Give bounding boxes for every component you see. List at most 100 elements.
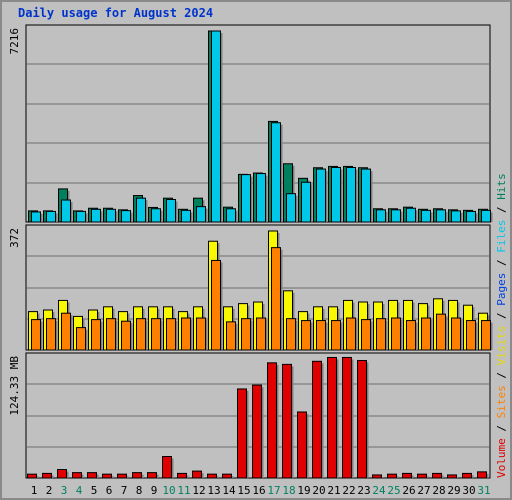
bar-files-day-13 xyxy=(211,30,221,223)
bar-volume-day-22 xyxy=(342,356,352,479)
x-tick-label-day-17: 17 xyxy=(267,484,280,497)
x-tick-label-day-14: 14 xyxy=(222,484,236,497)
x-tick-label-day-18: 18 xyxy=(282,484,295,497)
x-tick-label-day-25: 25 xyxy=(387,484,400,497)
bar-volume-day-31 xyxy=(477,471,487,479)
bar-volume-day-30 xyxy=(462,472,472,479)
legend-item-sites: Sites xyxy=(495,385,508,418)
bar-sites-day-10 xyxy=(166,318,176,351)
bar-volume-day-1 xyxy=(27,473,37,479)
x-tick-label-day-22: 22 xyxy=(342,484,355,497)
x-tick-label-day-30: 30 xyxy=(462,484,475,497)
x-tick-label-day-6: 6 xyxy=(106,484,113,497)
bar-sites-day-5 xyxy=(91,319,101,351)
bar-volume-day-17 xyxy=(267,362,277,479)
bar-volume-day-20 xyxy=(312,360,322,479)
bar-sites-day-13 xyxy=(211,259,221,351)
bar-files-day-14 xyxy=(226,208,236,223)
bar-files-day-24 xyxy=(376,209,386,223)
legend-item-files: Files xyxy=(495,220,508,253)
bar-files-day-5 xyxy=(91,208,101,223)
bar-sites-day-25 xyxy=(391,317,401,351)
bar-sites-day-15 xyxy=(241,318,251,351)
bar-volume-day-26 xyxy=(402,472,412,479)
legend-item-volume: Volume xyxy=(495,438,508,478)
bar-sites-day-2 xyxy=(46,318,56,351)
bar-files-day-26 xyxy=(406,207,416,223)
bar-sites-day-31 xyxy=(481,320,491,351)
bar-files-day-27 xyxy=(421,209,431,223)
x-tick-label-day-24: 24 xyxy=(372,484,386,497)
bar-volume-day-16 xyxy=(252,384,262,479)
bar-sites-day-23 xyxy=(361,319,371,351)
bar-files-day-30 xyxy=(466,210,476,223)
bar-sites-day-11 xyxy=(181,317,191,351)
legend: Volume / Sites / Visits / Pages / Files … xyxy=(495,173,508,478)
x-tick-label-day-31: 31 xyxy=(477,484,490,497)
bar-sites-day-12 xyxy=(196,317,206,351)
bar-volume-day-10 xyxy=(162,456,172,479)
bar-sites-day-4 xyxy=(76,327,86,351)
bar-volume-day-23 xyxy=(357,360,367,479)
x-tick-label-day-9: 9 xyxy=(151,484,158,497)
bar-volume-day-27 xyxy=(417,473,427,479)
bar-sites-day-20 xyxy=(316,320,326,351)
bar-volume-day-2 xyxy=(42,472,52,479)
bar-sites-day-14 xyxy=(226,321,236,351)
legend-separator: / xyxy=(495,306,508,326)
bar-volume-day-3 xyxy=(57,469,67,479)
x-tick-label-day-21: 21 xyxy=(327,484,340,497)
bar-files-day-6 xyxy=(106,208,116,223)
bar-files-day-17 xyxy=(271,122,281,223)
x-tick-label-day-29: 29 xyxy=(447,484,460,497)
bar-files-day-22 xyxy=(346,166,356,223)
bar-files-day-29 xyxy=(451,210,461,223)
legend-item-hits: Hits xyxy=(495,173,508,200)
bar-sites-day-27 xyxy=(421,317,431,351)
legend-separator: / xyxy=(495,200,508,220)
x-tick-label-day-5: 5 xyxy=(91,484,98,497)
bar-volume-day-18 xyxy=(282,363,292,479)
bar-volume-day-6 xyxy=(102,473,112,479)
bar-volume-day-14 xyxy=(222,473,232,479)
x-tick-label-day-2: 2 xyxy=(46,484,53,497)
y-axis-max-label-volume: 124.33 MB xyxy=(8,356,21,416)
x-tick-label-day-23: 23 xyxy=(357,484,370,497)
x-tick-label-day-28: 28 xyxy=(432,484,445,497)
bar-sites-day-7 xyxy=(121,320,131,351)
bar-volume-day-8 xyxy=(132,472,142,479)
x-tick-label-day-11: 11 xyxy=(177,484,190,497)
bar-volume-day-24 xyxy=(372,474,382,479)
bar-sites-day-3 xyxy=(61,312,71,351)
bar-sites-day-24 xyxy=(376,318,386,351)
bar-files-day-10 xyxy=(166,199,176,223)
x-tick-label-day-7: 7 xyxy=(121,484,128,497)
bar-volume-day-28 xyxy=(432,472,442,479)
bar-sites-day-16 xyxy=(256,317,266,351)
legend-item-pages: Pages xyxy=(495,273,508,306)
bar-volume-day-4 xyxy=(72,472,82,479)
legend-item-visits: Visits xyxy=(495,326,508,366)
bar-files-day-11 xyxy=(181,209,191,223)
bar-sites-day-28 xyxy=(436,313,446,351)
x-tick-label-day-10: 10 xyxy=(162,484,175,497)
x-tick-label-day-3: 3 xyxy=(61,484,68,497)
bar-sites-day-26 xyxy=(406,320,416,351)
bar-files-day-7 xyxy=(121,210,131,223)
x-tick-label-day-1: 1 xyxy=(31,484,38,497)
bar-files-day-4 xyxy=(76,210,86,223)
bar-volume-day-25 xyxy=(387,473,397,479)
bar-files-day-1 xyxy=(31,211,41,223)
bar-files-day-18 xyxy=(286,193,296,223)
bar-volume-day-21 xyxy=(327,356,337,479)
bar-sites-day-9 xyxy=(151,318,161,351)
x-tick-label-day-4: 4 xyxy=(76,484,83,497)
bar-files-day-21 xyxy=(331,166,341,223)
bar-sites-day-8 xyxy=(136,318,146,351)
x-tick-label-day-12: 12 xyxy=(192,484,205,497)
bar-sites-day-6 xyxy=(106,318,116,351)
chart-title: Daily usage for August 2024 xyxy=(18,6,213,20)
x-tick-label-day-15: 15 xyxy=(237,484,250,497)
